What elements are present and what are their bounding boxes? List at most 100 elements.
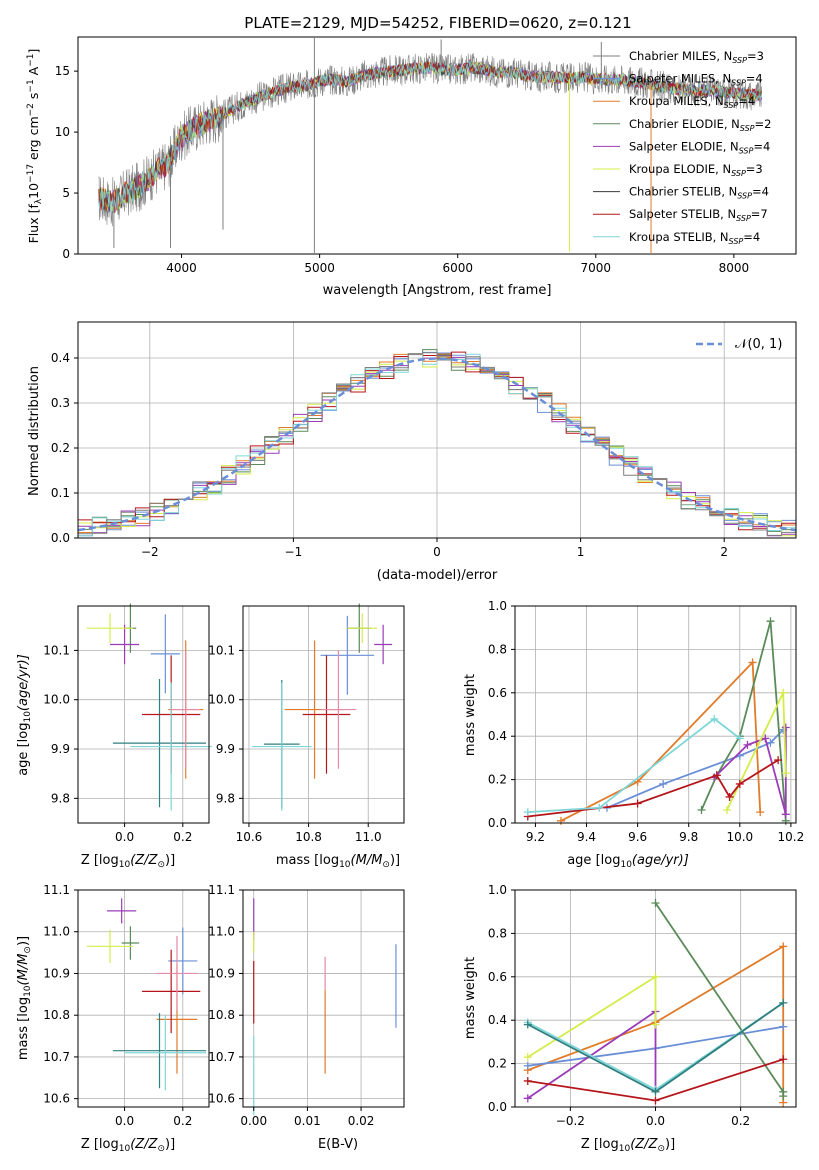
residual-legend-label: 𝒩(0, 1) (735, 337, 782, 352)
massEbv-ytick-label: 11.1 (208, 883, 235, 897)
weightAge-marker (774, 756, 783, 765)
weightAge-ylabel: mass weight (463, 674, 478, 756)
massEbv-xlabel: E(B-V) (318, 1137, 358, 1152)
weight-vs-Z-panel: −0.2 0.0 0.2 0.0 0.2 0.4 0.6 0.8 1.0 (488, 883, 797, 1128)
weightZ-marker (523, 1061, 532, 1070)
weightZ-marker (523, 1020, 532, 1029)
massEbv-ytick-label: 10.8 (208, 1008, 235, 1022)
weightAge-ytick-label: 0.2 (488, 773, 507, 787)
massZ-ytick-label: 11.0 (43, 925, 70, 939)
massZ-xtick-label: 0.0 (115, 1114, 134, 1128)
weightAge-ytick-label: 1.0 (488, 599, 507, 613)
weightZ-marker (779, 942, 788, 951)
residual-ytick-label: 0.4 (51, 351, 70, 365)
spectrum-legend-label: Kroupa STELIB, NSSP=4 (629, 230, 760, 246)
ageZ-ylabel: age [log10(age/yr)] (16, 654, 33, 776)
massEbv-axes (242, 889, 405, 1108)
ageMass-ytick-label: 9.9 (216, 742, 235, 756)
weightAge-marker (725, 792, 734, 801)
weightZ-ytick-label: 0.6 (488, 970, 507, 984)
massEbv-xtick-label: 0.00 (240, 1114, 267, 1128)
residual-ylabel: Normed distribution (27, 366, 42, 496)
spectrum-ytick-label: 5 (62, 186, 70, 200)
age-vs-mass-panel: 10.6 10.8 11.0 9.8 9.9 10.0 10.1 (208, 603, 405, 844)
spectrum-ytick-label: 10 (55, 125, 70, 139)
weightAge-xtick-label: 10.0 (726, 830, 753, 844)
weightZ-xlabel: Z [log10(Z/Z⊙)] (581, 1137, 675, 1154)
weightAge-xtick-label: 9.2 (526, 830, 545, 844)
weight-vs-age-panel: 9.2 9.4 9.6 9.8 10.0 10.2 0.0 0.2 0.4 0.6 0.8 1.0 (488, 599, 804, 844)
weightZ-ytick-label: 0.0 (488, 1100, 507, 1114)
mass-vs-Z-panel: 0.0 0.2 10.6 10.7 10.8 10.9 11.0 11.1 (43, 883, 210, 1128)
residual-ytick-label: 0.2 (51, 441, 70, 455)
weightZ-marker (523, 1094, 532, 1103)
massEbv-xtick-label: 0.01 (294, 1114, 321, 1128)
weightZ-xtick-label: 0.0 (646, 1114, 665, 1128)
spectrum-legend-label: Kroupa MILES, NSSP=4 (629, 94, 755, 110)
weightAge-marker (756, 808, 765, 817)
ageMass-ytick-label: 10.1 (208, 643, 235, 657)
weightAge-ytick-label: 0.4 (488, 729, 507, 743)
weightAge-marker (556, 816, 565, 825)
weightAge-marker (710, 714, 719, 723)
weightAge-marker (723, 805, 732, 814)
ageMass-xtick-label: 10.8 (295, 830, 322, 844)
figure-title: PLATE=2129, MJD=54252, FIBERID=0620, z=0… (244, 14, 631, 32)
weightZ-ytick-label: 1.0 (488, 883, 507, 897)
weightZ-marker (779, 1055, 788, 1064)
spectrum-legend-label: Salpeter ELODIE, NSSP=4 (629, 139, 770, 155)
residual-normal-curve (77, 357, 797, 532)
weightAge-marker (748, 658, 757, 667)
ageMass-xlabel: mass [log10(M/M⊙)] (276, 853, 400, 870)
massEbv-ytick-label: 10.9 (208, 966, 235, 980)
weightZ-series (654, 902, 785, 1097)
residual-xtick-label: 2 (720, 545, 728, 559)
spectrum-xtick-label: 6000 (442, 261, 473, 275)
residual-xlabel: (data-model)/error (377, 568, 498, 583)
ageZ-xlabel: Z [log10(Z/Z⊙)] (81, 853, 175, 870)
weightAge-xtick-label: 9.6 (628, 830, 647, 844)
massZ-ytick-label: 11.1 (43, 883, 70, 897)
ageZ-axes (77, 605, 210, 824)
weightAge-marker (523, 808, 532, 817)
weightAge-series (527, 717, 741, 813)
weightAge-marker (735, 734, 744, 743)
weightAge-marker (781, 810, 790, 819)
weightAge-marker (766, 738, 775, 747)
ageZ-ytick-label: 9.8 (51, 791, 70, 805)
weightZ-ytick-label: 0.4 (488, 1013, 507, 1027)
ageZ-ytick-label: 10.0 (43, 693, 70, 707)
weightAge-marker (779, 688, 788, 697)
weightZ-ylabel: mass weight (463, 957, 478, 1039)
residual-xtick-label: −2 (141, 545, 159, 559)
weightAge-marker (766, 617, 775, 626)
weightZ-marker (651, 1096, 660, 1105)
weightZ-marker (651, 1020, 660, 1029)
massZ-ytick-label: 10.6 (43, 1092, 70, 1106)
spectrum-ytick-label: 15 (55, 64, 70, 78)
weightAge-ytick-label: 0.0 (488, 816, 507, 830)
weightAge-ytick-label: 0.8 (488, 642, 507, 656)
spectrum-xtick-label: 4000 (166, 261, 197, 275)
ageMass-axes (242, 605, 405, 824)
massEbv-ytick-label: 11.0 (208, 925, 235, 939)
ageMass-ytick-label: 10.0 (208, 693, 235, 707)
weightAge-marker (659, 779, 668, 788)
massZ-ytick-label: 10.9 (43, 966, 70, 980)
weightAge-marker (595, 803, 604, 812)
weightAge-series (560, 660, 762, 822)
weightAge-xtick-label: 10.2 (778, 830, 805, 844)
massZ-ylabel: mass [log10(M/M⊙)] (16, 936, 33, 1060)
spectrum-legend-label: Chabrier MILES, NSSP=3 (629, 49, 764, 65)
weightAge-marker (743, 740, 752, 749)
weightAge-ytick-label: 0.6 (488, 686, 507, 700)
spectrum-legend-label: Chabrier ELODIE, NSSP=2 (629, 117, 771, 133)
weightZ-marker (779, 1022, 788, 1031)
weightAge-xtick-label: 9.8 (679, 830, 698, 844)
weightAge-xlabel: age [log10(age/yr)] (567, 853, 689, 870)
residual-histogram (78, 353, 796, 537)
weightZ-series (527, 975, 657, 1058)
spectrum-xtick-label: 5000 (304, 261, 335, 275)
spectrum-legend-label: Chabrier STELIB, NSSP=4 (629, 185, 769, 201)
weightZ-marker (651, 1087, 660, 1096)
